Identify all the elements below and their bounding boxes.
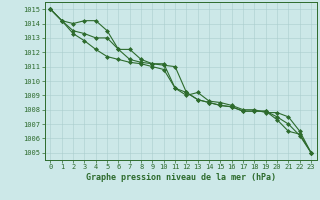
X-axis label: Graphe pression niveau de la mer (hPa): Graphe pression niveau de la mer (hPa) xyxy=(86,173,276,182)
